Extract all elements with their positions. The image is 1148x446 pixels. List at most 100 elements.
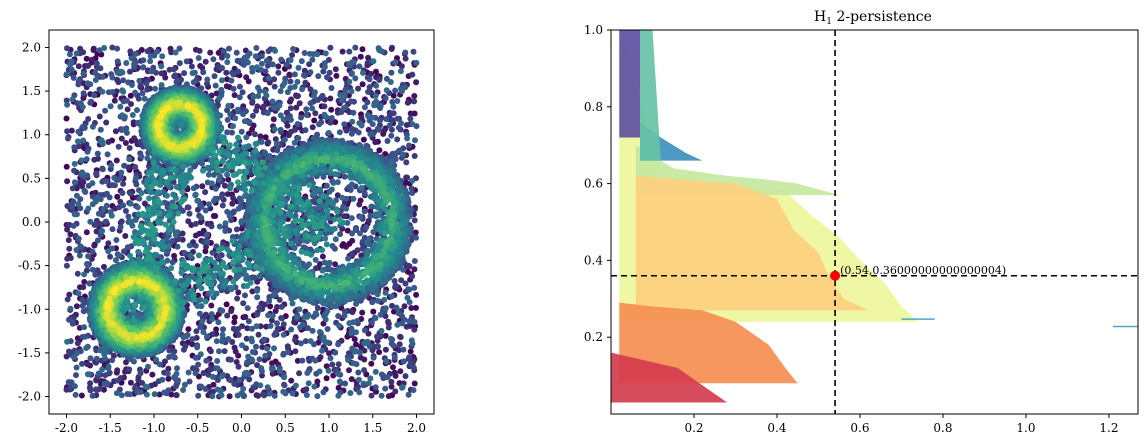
scatter-point (97, 192, 104, 198)
scatter-point (280, 331, 287, 338)
scatter-point (132, 175, 139, 182)
scatter-point (410, 364, 417, 371)
scatter-point (408, 305, 415, 311)
scatter-point (359, 245, 366, 252)
scatter-point (235, 325, 242, 332)
scatter-point (332, 261, 339, 268)
scatter-point (265, 100, 271, 107)
scatter-point (314, 51, 321, 58)
scatter-point (117, 224, 124, 230)
scatter-point (192, 220, 199, 227)
scatter-point (295, 135, 302, 142)
scatter-point (74, 138, 81, 145)
scatter-point (262, 352, 269, 359)
scatter-point (275, 63, 282, 70)
scatter-point (121, 113, 128, 120)
scatter-point (310, 191, 317, 197)
scatter-point (266, 390, 273, 397)
scatter-point (385, 318, 392, 325)
scatter-point (202, 189, 209, 196)
scatter-point (392, 87, 399, 94)
scatter-point (186, 378, 193, 385)
scatter-point (158, 70, 165, 77)
scatter-point (268, 317, 275, 324)
scatter-point (357, 214, 364, 221)
scatter-point (70, 198, 77, 205)
scatter-point (354, 247, 361, 254)
scatter-point (378, 392, 385, 399)
scatter-point (353, 341, 359, 348)
scatter-point (145, 363, 151, 370)
scatter-point (173, 392, 180, 399)
scatter-point (388, 378, 395, 385)
scatter-point (224, 53, 231, 59)
scatter-point (245, 318, 252, 325)
scatter-point (381, 296, 388, 303)
scatter-point (195, 361, 202, 368)
scatter-point (74, 270, 81, 277)
scatter-point (328, 115, 335, 121)
scatter-point (346, 320, 353, 327)
scatter-point (283, 61, 290, 68)
scatter-point (144, 155, 151, 162)
scatter-point (91, 92, 98, 99)
scatter-point (67, 231, 74, 238)
scatter-point (278, 56, 285, 63)
scatter-point (210, 56, 217, 63)
scatter-point (332, 236, 339, 243)
scatter-point (176, 60, 183, 67)
scatter-point (377, 103, 384, 109)
scatter-point (360, 136, 367, 143)
scatter-point (323, 182, 330, 189)
scatter-point (361, 208, 368, 215)
scatter-point (244, 325, 251, 332)
scatter-point (85, 253, 92, 260)
scatter-point (321, 111, 328, 118)
scatter-point (74, 335, 81, 342)
scatter-point (120, 180, 127, 187)
scatter-point (118, 174, 124, 181)
scatter-point (156, 391, 163, 398)
scatter-point (398, 277, 405, 284)
scatter-point (64, 101, 71, 108)
scatter-point (347, 390, 354, 396)
scatter-point (344, 227, 351, 234)
scatter-point (70, 222, 77, 229)
scatter-point (198, 214, 205, 221)
scatter-point (320, 68, 327, 75)
scatter-point (240, 300, 247, 307)
scatter-point (231, 319, 238, 326)
scatter-point (306, 261, 312, 268)
scatter-point (75, 235, 82, 242)
scatter-point (411, 266, 418, 273)
scatter-point (409, 273, 416, 280)
scatter-point (349, 237, 356, 244)
scatter-point (93, 60, 100, 67)
scatter-point (212, 185, 219, 192)
scatter-point (359, 309, 366, 316)
scatter-point (220, 326, 226, 333)
scatter-point (161, 389, 168, 396)
scatter-point (336, 129, 343, 136)
scatter-point (141, 200, 148, 207)
scatter-point (109, 74, 116, 81)
scatter-point (391, 354, 398, 361)
scatter-point (258, 365, 265, 372)
scatter-point (373, 82, 380, 89)
scatter-point (196, 47, 203, 54)
scatter-point (235, 331, 242, 338)
scatter-point (223, 69, 230, 76)
scatter-point (309, 327, 316, 334)
scatter-point (123, 359, 129, 366)
scatter-point (225, 336, 232, 342)
scatter-point (208, 302, 215, 309)
scatter-point (139, 90, 146, 97)
scatter-point (82, 333, 88, 340)
scatter-point (131, 61, 137, 68)
scatter-point (301, 72, 307, 79)
scatter-point (255, 84, 261, 91)
scatter-point (392, 282, 399, 289)
scatter-point (294, 315, 300, 321)
scatter-point (164, 370, 171, 377)
scatter-point (233, 49, 240, 56)
